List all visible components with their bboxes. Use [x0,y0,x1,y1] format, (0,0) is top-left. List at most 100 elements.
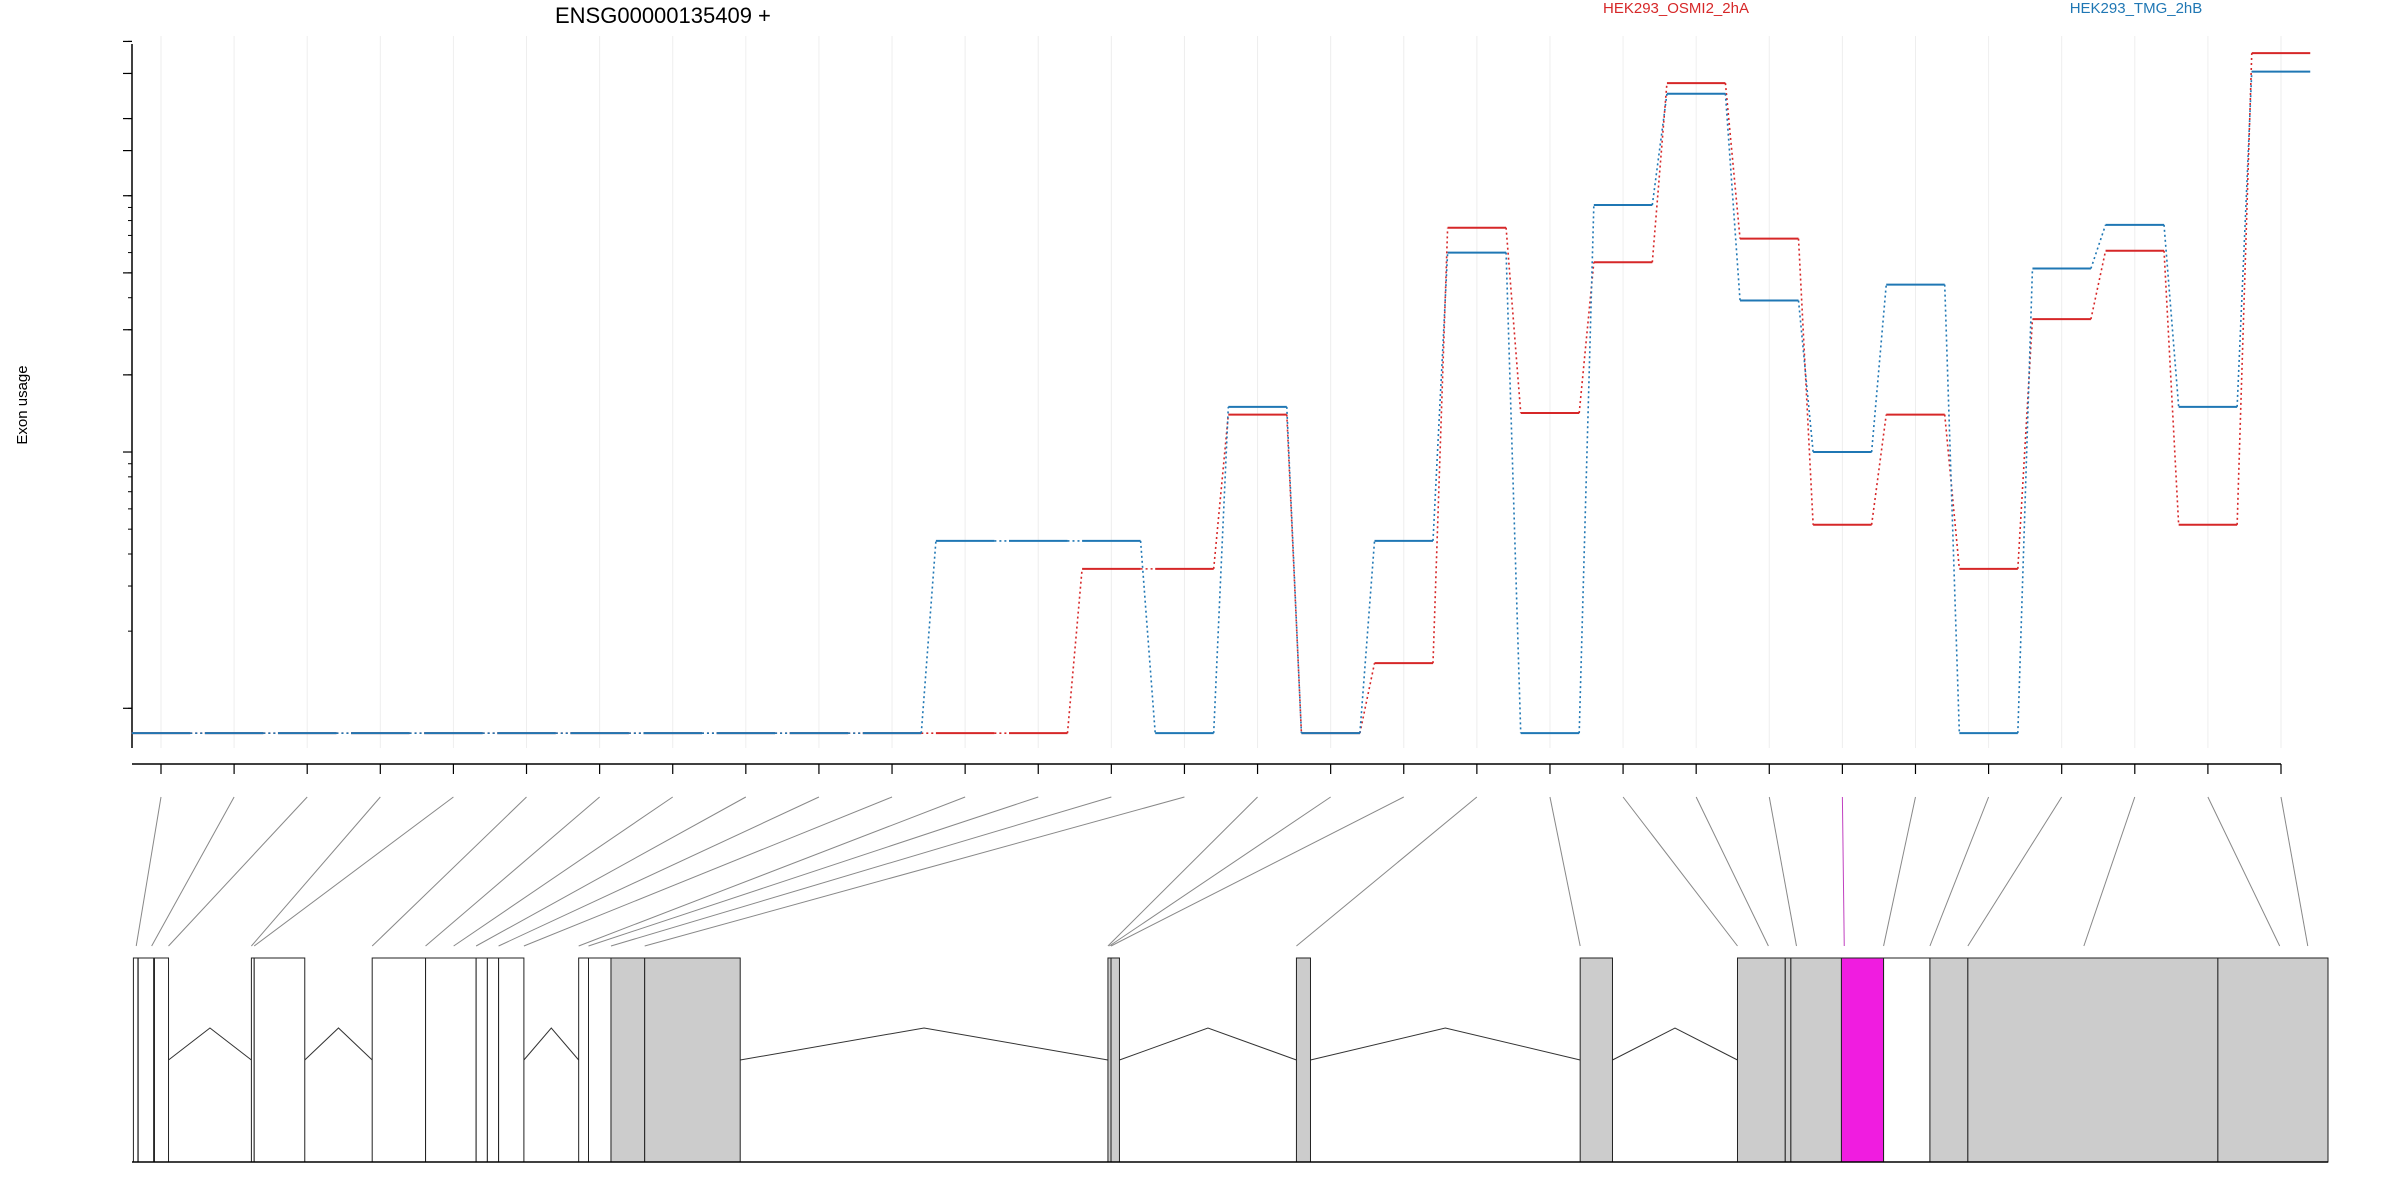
exon-connector [135,796,162,947]
exon-connector [1107,796,1258,947]
exon-box [2217,957,2329,1163]
exon-box [137,957,155,1163]
series-1-connector [1359,540,1376,734]
exon-box [1967,957,2219,1163]
exon-connector [1622,796,1738,947]
exon-box [425,957,477,1163]
exon-box [578,957,590,1163]
series-1-connector [920,540,937,734]
exon-connector [475,796,747,947]
series-1-connector [1943,284,1961,734]
exon-connectors [135,796,2309,947]
exon-box [498,957,525,1163]
exon-box [1840,957,1885,1163]
exon-connector [371,796,527,947]
exon-box [1736,957,1786,1163]
chart-title: ENSG00000135409 + [555,3,771,28]
intron-line [304,1027,373,1061]
exon-box [132,957,139,1163]
exon-connector [1929,796,1990,947]
exon-connector [2083,796,2136,947]
exon-box [153,957,170,1163]
series-0-connector [1432,227,1449,664]
exon-connector [425,796,600,947]
series-1-connector [1870,284,1888,453]
series-1-connector [2236,71,2253,407]
exon-connector [253,796,454,947]
series-0-connector [1212,414,1230,569]
series-1-connector [2163,224,2180,407]
exon-connector [578,796,966,947]
exon-connector [1110,796,1404,947]
exon-connector [1883,796,1916,947]
series-1-connector [1651,93,1668,206]
x-axis [132,763,2282,774]
exon-connector [2207,796,2281,947]
series-1-connector [2090,224,2107,269]
series-1-connector [2017,268,2034,734]
exon-box [588,957,612,1163]
y-axis [123,40,133,748]
exon-box [1883,957,1931,1163]
exon-box [610,957,646,1163]
series-1-connector [1139,540,1157,734]
intron-line [1612,1027,1738,1061]
exon-connector [251,796,381,947]
vertical-grid [160,36,2282,748]
intron-line [523,1027,580,1061]
exon-connector [1549,796,1581,947]
series-0-connector [2163,250,2180,525]
series-0-connector [1285,414,1303,734]
series-1-connector [1212,406,1230,734]
series-1-connector [1724,93,1741,301]
exon-box [1784,957,1792,1163]
exon-box [371,957,427,1163]
series-1-connector [1432,252,1449,541]
series-0-connector [1359,663,1376,734]
exon-connector [168,796,308,947]
intron-line [168,1027,252,1061]
intron-line [1310,1027,1581,1061]
exon-box [1579,957,1613,1163]
series-1-connector [1797,300,1814,453]
y-axis-label: Exon usage [14,365,31,444]
exon-connector [1967,796,2063,947]
exon-connector [588,796,1039,947]
series-lines [131,52,2311,735]
series-0-connector [2236,53,2253,525]
exon-connector [1296,796,1478,947]
exon-box [1790,957,1842,1163]
series-0-connector [2090,250,2107,320]
exon-connector [1841,796,1845,947]
series-0-connector [1578,262,1595,414]
exon-connector [2280,796,2309,947]
series-0-connector [1943,414,1961,569]
series-0-connector [1505,227,1522,414]
exon-connector [453,796,674,947]
exon-connector [644,796,1185,947]
exon-box [475,957,488,1163]
exon-connector [1768,796,1797,947]
exon-box [486,957,500,1163]
exon-box [1929,957,1969,1163]
exon-connector [523,796,893,947]
exon-connector [151,796,235,947]
exon-box [1295,957,1311,1163]
intron-line [740,1027,1109,1061]
series-0-connector [2017,319,2034,569]
exon-connector [498,796,820,947]
series-0-connector [1066,568,1083,734]
exon-connector [610,796,1112,947]
legend-entry-osmi2: HEK293_OSMI2_2hA [1603,0,1749,17]
exon-connector [1109,796,1331,947]
series-0-connector [1724,83,1741,239]
series-0-connector [1870,414,1888,525]
exon-connector [1695,796,1769,947]
exon-box [1110,957,1120,1163]
series-1-connector [1578,204,1595,734]
series-1-connector [1505,252,1522,734]
gene-model [132,957,2329,1163]
intron-line [1119,1027,1297,1061]
exon-box [253,957,306,1163]
